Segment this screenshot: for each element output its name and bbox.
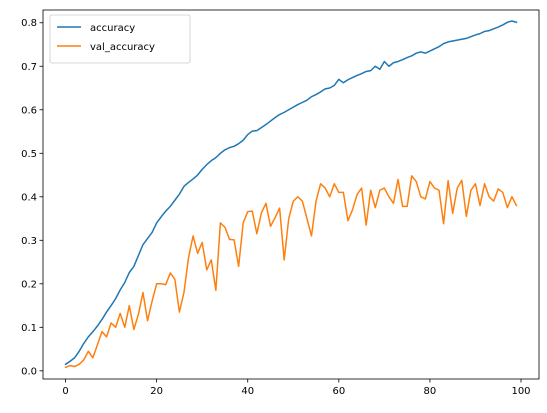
x-tick-label: 0: [62, 386, 68, 397]
x-tick-label: 60: [332, 386, 345, 397]
y-tick-label: 0.8: [21, 18, 37, 29]
x-tick-label: 20: [150, 386, 163, 397]
legend-entry: accuracy: [57, 23, 135, 34]
y-tick-label: 0.2: [21, 279, 37, 290]
series-line-val-accuracy: [64, 175, 518, 369]
y-tick-label: 0.1: [21, 323, 37, 334]
y-axis: 0.0 0.1 0.2 0.3 0.4 0.5 0.6 0.7 0.8: [21, 18, 43, 377]
legend-box: [49, 14, 191, 64]
legend: accuracy val_accuracy: [49, 14, 191, 64]
x-tick-label: 40: [241, 386, 254, 397]
y-tick-label: 0.7: [21, 62, 37, 73]
x-axis: 0 20 40 60 80 100: [62, 379, 531, 397]
x-tick-label: 80: [424, 386, 437, 397]
legend-label: val_accuracy: [90, 42, 155, 53]
y-tick-label: 0.0: [21, 366, 37, 377]
legend-label: accuracy: [90, 23, 135, 34]
legend-entry: val_accuracy: [57, 42, 155, 53]
series-layer: [64, 20, 518, 369]
series-line-accuracy: [64, 20, 518, 366]
y-tick-label: 0.3: [21, 236, 37, 247]
y-tick-label: 0.6: [21, 105, 37, 116]
y-tick-label: 0.4: [21, 192, 37, 203]
y-tick-label: 0.5: [21, 149, 37, 160]
x-tick-label: 100: [511, 386, 530, 397]
plot-frame: [42, 9, 540, 380]
